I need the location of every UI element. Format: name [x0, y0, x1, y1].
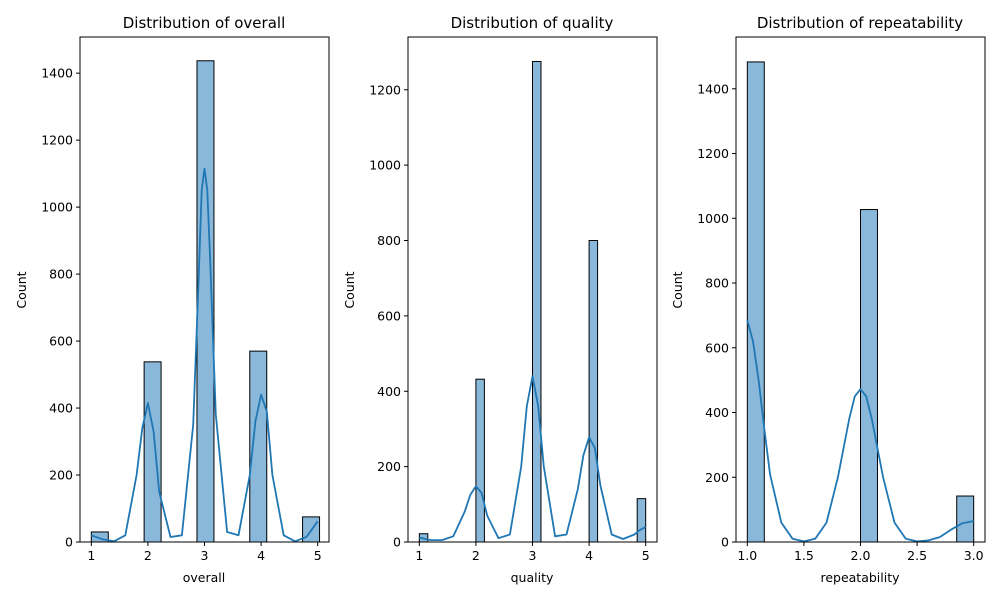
y-axis-label: Count: [670, 271, 685, 308]
kde-line: [746, 320, 974, 543]
x-tick-label: 5: [642, 548, 650, 563]
x-tick-label: 1: [87, 548, 95, 563]
x-tick-label: 2.0: [851, 548, 871, 563]
y-tick-label: 600: [49, 334, 73, 349]
y-tick-label: 1200: [369, 82, 401, 97]
x-tick-label: 2: [472, 548, 480, 563]
y-tick-label: 200: [705, 470, 729, 485]
y-tick-label: 1000: [697, 211, 729, 226]
histogram-bar: [956, 495, 975, 543]
histogram-bar: [860, 209, 878, 543]
y-tick-label: 400: [705, 405, 729, 420]
x-tick-label: 4: [257, 548, 265, 563]
y-axis-label: Count: [14, 271, 29, 308]
y-tick-label: 1400: [697, 81, 729, 96]
x-tick-label: 1.0: [737, 548, 757, 563]
y-tick-label: 400: [49, 401, 73, 416]
y-tick-label: 800: [49, 267, 73, 282]
y-tick-label: 600: [377, 308, 401, 323]
x-tick-label: 2.5: [907, 548, 927, 563]
histogram-bar: [636, 498, 647, 543]
y-tick-label: 0: [393, 535, 401, 550]
x-axis-label: quality: [511, 570, 554, 585]
y-tick-label: 0: [721, 535, 729, 550]
kde-line: [90, 167, 319, 543]
y-tick-label: 600: [705, 340, 729, 355]
chart-title: Distribution of overall: [123, 14, 285, 32]
x-axis-label: repeatability: [820, 570, 900, 585]
y-tick-label: 1400: [41, 66, 73, 81]
x-tick-label: 1: [415, 548, 423, 563]
y-tick-label: 800: [377, 233, 401, 248]
histogram-bar: [475, 378, 485, 543]
y-tick-label: 400: [377, 384, 401, 399]
plot-area: 1 2 3 4 5 0 200 400 600 800 1000 1200: [369, 36, 658, 563]
plot-area: 1 2 3 4 5 0 200 400 600 800 1000 1200 1400: [41, 36, 330, 563]
y-tick-label: 1200: [697, 146, 729, 161]
histogram-bar: [746, 61, 765, 543]
chart-title: Distribution of repeatability: [757, 14, 963, 32]
y-axis-label: Count: [342, 271, 357, 308]
y-tick-label: 0: [65, 535, 73, 550]
y-tick-label: 200: [49, 468, 73, 483]
x-tick-label: 3: [201, 548, 209, 563]
y-tick-label: 1000: [41, 200, 73, 215]
x-tick-label: 3.0: [964, 548, 984, 563]
x-tick-label: 3: [529, 548, 537, 563]
kde-line: [419, 375, 647, 541]
histogram-bar: [532, 60, 542, 543]
y-tick-label: 1200: [41, 133, 73, 148]
x-tick-label: 4: [585, 548, 593, 563]
panel-repeatability: Distribution of repeatability repeatabil…: [670, 14, 986, 585]
x-tick-label: 2: [144, 548, 152, 563]
x-axis-label: overall: [183, 570, 225, 585]
chart-title: Distribution of quality: [451, 14, 614, 32]
x-tick-label: 5: [314, 548, 322, 563]
x-tick-label: 1.5: [794, 548, 814, 563]
histogram-bar: [588, 240, 599, 543]
y-tick-label: 800: [705, 276, 729, 291]
histogram-bar: [143, 361, 162, 543]
y-tick-label: 1000: [369, 158, 401, 173]
y-tick-label: 200: [377, 459, 401, 474]
plot-area: 1.0 1.5 2.0 2.5 3.0 0 200 400 600 800 1000 1200 1400: [697, 36, 986, 563]
